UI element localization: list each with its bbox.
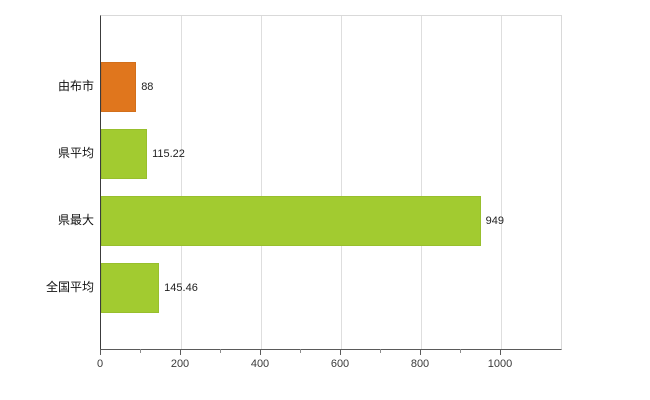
bar-2 xyxy=(101,195,481,246)
x-minor-tick-300 xyxy=(220,349,221,353)
x-tick-label-1000: 1000 xyxy=(487,358,513,370)
x-minor-tick-500 xyxy=(300,349,301,353)
x-major-tick-1000 xyxy=(500,349,501,355)
gridline-x-800 xyxy=(421,16,422,349)
x-tick-label-600: 600 xyxy=(330,358,350,370)
x-tick-label-800: 800 xyxy=(410,358,430,370)
category-label-2: 県最大 xyxy=(57,212,94,227)
bar-3 xyxy=(101,262,160,313)
x-tick-label-0: 0 xyxy=(96,358,104,370)
x-tick-label-400: 400 xyxy=(250,358,270,370)
x-major-tick-800 xyxy=(420,349,421,355)
x-major-tick-200 xyxy=(180,349,181,355)
category-label-3: 全国平均 xyxy=(45,279,94,294)
x-major-tick-600 xyxy=(340,349,341,355)
category-label-0: 由布市 xyxy=(57,78,94,93)
value-label-2: 949 xyxy=(485,214,504,227)
x-tick-label-200: 200 xyxy=(170,358,190,370)
category-label-1: 県平均 xyxy=(57,145,94,160)
x-minor-tick-900 xyxy=(460,349,461,353)
x-major-tick-0 xyxy=(100,349,101,355)
value-label-1: 115.22 xyxy=(152,147,185,160)
gridline-x-1000 xyxy=(501,16,502,349)
x-minor-tick-100 xyxy=(140,349,141,353)
bar-0 xyxy=(101,61,137,112)
x-minor-tick-700 xyxy=(380,349,381,353)
gridline-x-400 xyxy=(261,16,262,349)
value-label-3: 145.46 xyxy=(164,281,198,294)
x-major-tick-400 xyxy=(260,349,261,355)
gridline-x-600 xyxy=(341,16,342,349)
bar-1 xyxy=(101,128,148,179)
gridline-x-200 xyxy=(181,16,182,349)
value-label-0: 88 xyxy=(141,80,154,93)
plot-area: 88 115.22 949 145.46 xyxy=(100,15,562,350)
